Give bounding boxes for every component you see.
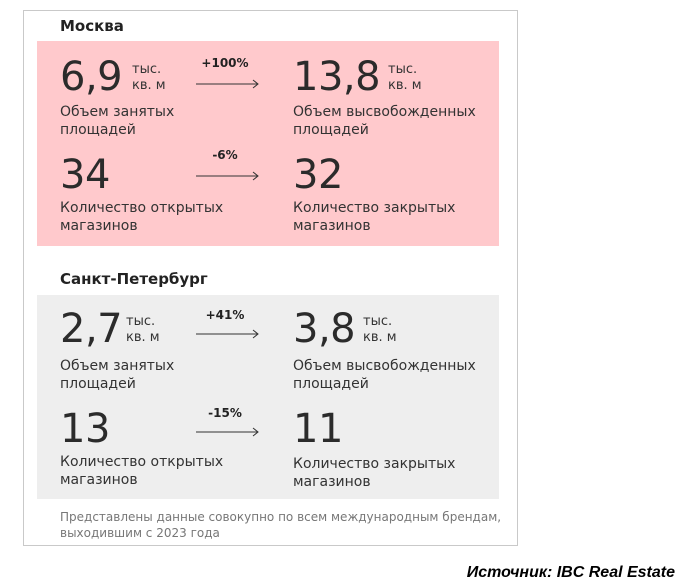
label-line: Объем высвобожденных <box>293 358 476 374</box>
label-line: Объем высвобожденных <box>293 104 476 120</box>
unit-line: кв. м <box>363 330 397 345</box>
label-line: Количество открытых <box>60 454 224 470</box>
moscow-released-label: Объем высвобожденных площадей <box>293 103 493 139</box>
footnote: Представлены данные совокупно по всем ме… <box>60 509 510 541</box>
spb-released-unit: тыс. кв. м <box>363 314 397 346</box>
moscow-released-value: 13,8 <box>293 54 381 100</box>
label-line: площадей <box>293 122 369 138</box>
label-line: площадей <box>293 376 369 392</box>
unit-line: тыс. <box>126 314 156 329</box>
spb-released-value: 3,8 <box>293 306 356 352</box>
label-line: Объем занятых <box>60 104 175 120</box>
spb-opened-label: Количество открытых магазинов <box>60 453 260 489</box>
label-line: Количество закрытых <box>293 456 456 472</box>
moscow-opened-label: Количество открытых магазинов <box>60 199 260 235</box>
spb-panel: 2,7 тыс. кв. м Объем занятых площадей +4… <box>37 295 499 499</box>
spb-occupied-value: 2,7 <box>60 306 123 352</box>
arrow-right-icon <box>196 427 260 437</box>
label-line: магазинов <box>293 218 371 234</box>
moscow-occupied-label: Объем занятых площадей <box>60 103 260 139</box>
arrow-right-icon <box>196 171 260 181</box>
spb-released-label: Объем высвобожденных площадей <box>293 357 493 393</box>
moscow-closed-label: Количество закрытых магазинов <box>293 199 493 235</box>
moscow-closed-value: 32 <box>293 152 343 198</box>
unit-line: кв. м <box>132 78 166 93</box>
spb-area-change: +41% <box>205 308 245 322</box>
footnote-line: Представлены данные совокупно по всем ме… <box>60 510 502 524</box>
label-line: магазинов <box>60 472 138 488</box>
city-title-moscow: Москва <box>60 17 124 35</box>
spb-closed-value: 11 <box>293 406 343 452</box>
moscow-opened-value: 34 <box>60 152 110 198</box>
label-line: магазинов <box>293 474 371 490</box>
city-title-spb: Санкт-Петербург <box>60 270 208 288</box>
source-caption: Источник: IBC Real Estate <box>466 564 675 581</box>
label-line: магазинов <box>60 218 138 234</box>
label-line: Количество закрытых <box>293 200 456 216</box>
spb-occupied-label: Объем занятых площадей <box>60 357 260 393</box>
unit-line: тыс. <box>363 314 393 329</box>
spb-closed-label: Количество закрытых магазинов <box>293 455 493 491</box>
spb-opened-value: 13 <box>60 406 110 452</box>
moscow-occupied-unit: тыс. кв. м <box>132 62 166 94</box>
label-line: площадей <box>60 376 136 392</box>
moscow-panel: 6,9 тыс. кв. м Объем занятых площадей +1… <box>37 41 499 246</box>
unit-line: тыс. <box>132 62 162 77</box>
arrow-right-icon <box>196 329 260 339</box>
unit-line: кв. м <box>126 330 160 345</box>
moscow-released-unit: тыс. кв. м <box>388 62 422 94</box>
footnote-line: выходившим с 2023 года <box>60 526 220 540</box>
unit-line: кв. м <box>388 78 422 93</box>
unit-line: тыс. <box>388 62 418 77</box>
moscow-stores-change: -6% <box>212 148 238 162</box>
spb-occupied-unit: тыс. кв. м <box>126 314 160 346</box>
infographic-card: Москва 6,9 тыс. кв. м Объем занятых площ… <box>23 10 518 546</box>
moscow-occupied-value: 6,9 <box>60 54 123 100</box>
label-line: Количество открытых <box>60 200 224 216</box>
spb-stores-change: -15% <box>208 406 242 420</box>
moscow-area-change: +100% <box>201 56 249 70</box>
label-line: Объем занятых <box>60 358 175 374</box>
label-line: площадей <box>60 122 136 138</box>
arrow-right-icon <box>196 79 260 89</box>
